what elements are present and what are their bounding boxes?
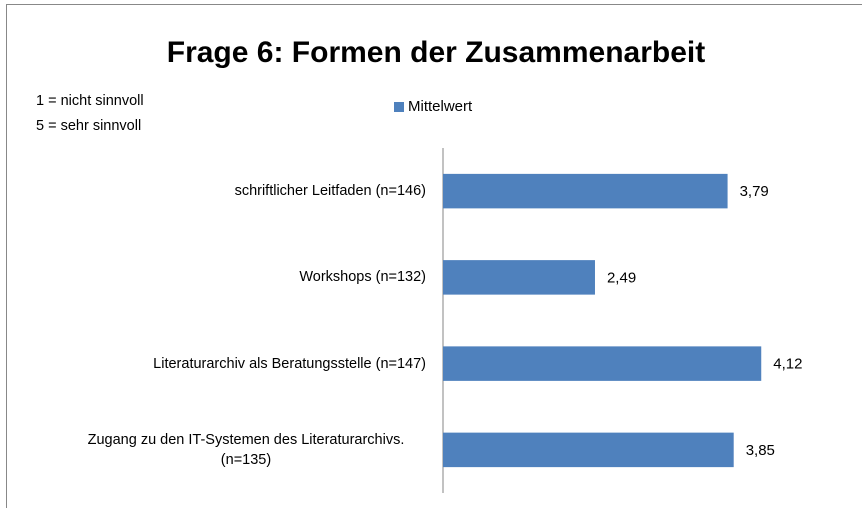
bar [443, 432, 734, 468]
bar [443, 346, 762, 381]
value-label: 2,49 [607, 269, 636, 286]
legend-swatch [394, 102, 404, 112]
y-tick-label: Zugang zu den IT-Systemen des Literatura… [87, 431, 405, 468]
value-label: 3,85 [746, 442, 775, 459]
legend-label: Mittelwert [408, 98, 473, 115]
y-tick-label: schriftlicher Leitfaden (n=146) [234, 183, 426, 200]
value-label: 3,79 [740, 183, 769, 200]
y-tick-label: Workshops (n=132) [299, 269, 426, 286]
y-tick-label: Literaturarchiv als Beratungsstelle (n=1… [153, 355, 426, 372]
annotation: 1 = nicht sinnvoll [36, 93, 144, 109]
annotation: 5 = sehr sinnvoll [36, 118, 142, 134]
chart-border [6, 4, 862, 508]
value-label: 4,12 [773, 356, 802, 373]
bar [443, 173, 728, 209]
chart-title: Frage 6: Formen der Zusammenarbeit [167, 36, 705, 69]
bar [443, 260, 595, 295]
